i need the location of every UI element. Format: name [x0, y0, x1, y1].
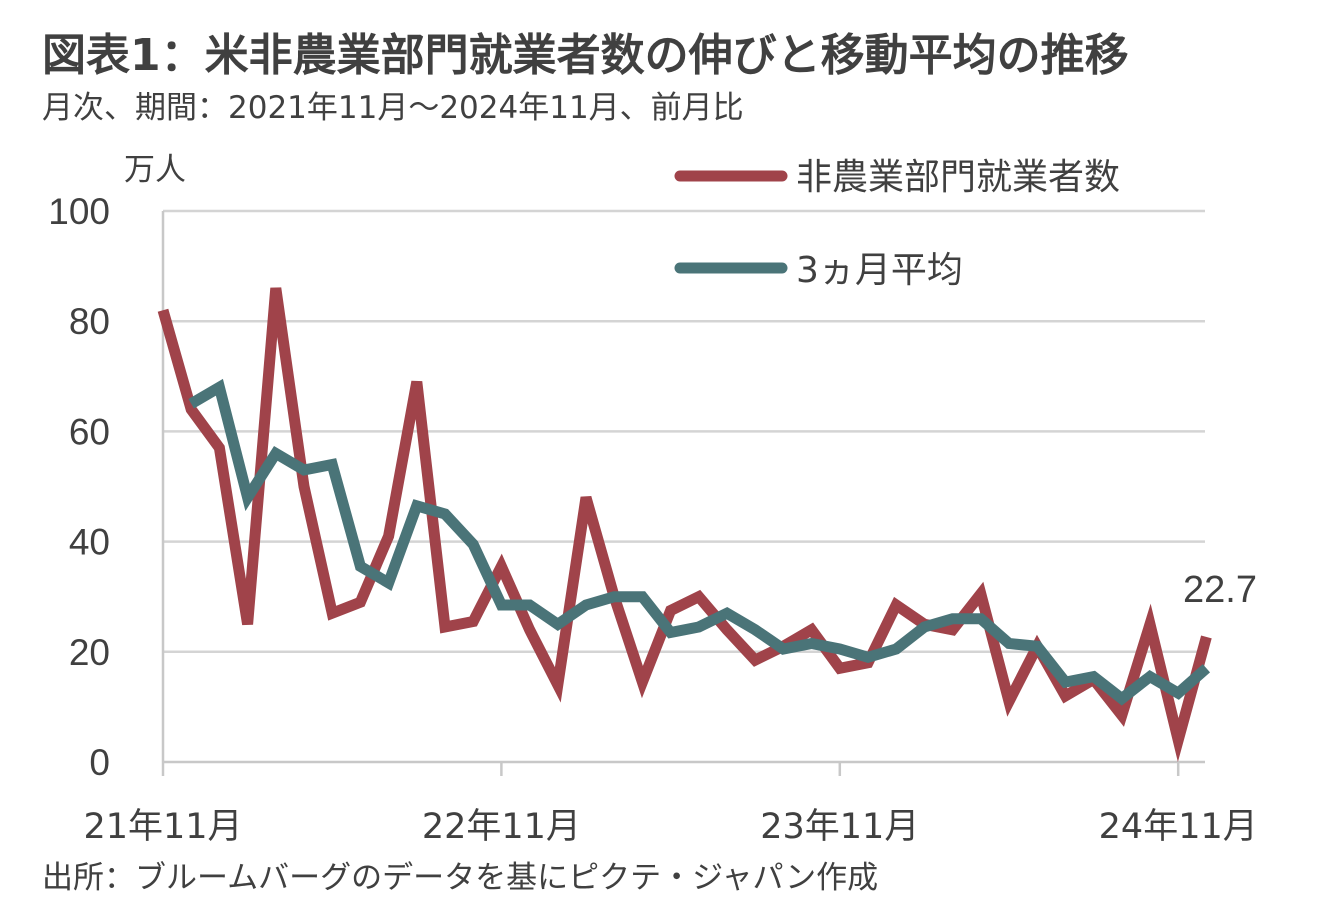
series-line-3m-average [188, 378, 1211, 706]
y-tick-label: 20 [69, 632, 110, 673]
x-tick-label: 24年11月 [1099, 807, 1258, 847]
series-lines [157, 287, 1212, 762]
legend: 非農業部門就業者数 3ヵ月平均 [674, 157, 1120, 291]
legend-label-3m-average: 3ヵ月平均 [796, 250, 963, 291]
series-line-nonfarm [157, 287, 1212, 762]
source-note: 出所：ブルームバーグのデータを基にピクテ・ジャパン作成 [42, 860, 878, 896]
y-axis-unit-label: 万人 [124, 152, 186, 188]
y-tick-label: 80 [69, 301, 110, 342]
chart-title: 図表1：米非農業部門就業者数の伸びと移動平均の推移 [42, 30, 1129, 81]
y-axis-ticks: 0 20 40 60 80 100 [48, 191, 110, 783]
x-tick-label: 21年11月 [83, 807, 242, 847]
x-tick-label: 22年11月 [422, 807, 581, 847]
chart-subtitle: 月次、期間：2021年11月～2024年11月、前月比 [42, 90, 744, 126]
last-value-annotation: 22.7 [1183, 569, 1257, 611]
axes [161, 211, 1205, 764]
y-tick-label: 60 [69, 411, 110, 452]
y-tick-label: 100 [48, 191, 110, 232]
x-tick-label: 23年11月 [760, 807, 919, 847]
x-axis-ticks: 21年11月 22年11月 23年11月 24年11月 [83, 762, 1258, 847]
y-tick-label: 0 [89, 742, 110, 783]
gridlines [163, 209, 1205, 654]
legend-label-nonfarm: 非農業部門就業者数 [796, 157, 1120, 198]
y-tick-label: 40 [69, 522, 110, 563]
